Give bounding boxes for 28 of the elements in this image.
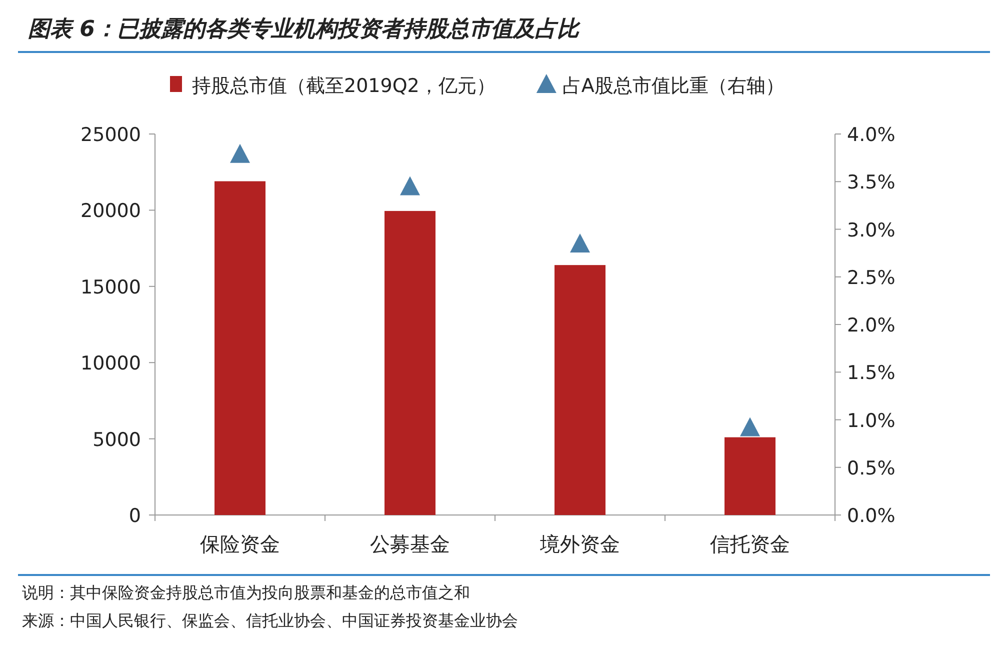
y2-tick-label: 1.5% [847,362,896,384]
y-tick-label: 25000 [80,124,141,146]
y2-tick-label: 1.0% [847,410,896,432]
y2-tick-label: 4.0% [847,124,896,146]
y-tick-label: 5000 [92,428,141,451]
x-tick-label: 保险资金 [200,532,280,556]
x-tick-label: 公募基金 [370,532,450,556]
y2-tick-label: 2.0% [847,314,896,336]
x-tick-label: 信托资金 [710,532,790,556]
bar [724,437,776,515]
bar [384,210,436,515]
y2-tick-label: 0.0% [847,505,896,527]
y2-tick-label: 0.5% [847,457,896,480]
y-tick-label: 20000 [80,200,141,222]
y-tick-label: 0 [128,505,141,527]
bar [214,181,266,515]
title: 图表 6：已披露的各类专业机构投资者持股总市值及占比 [28,17,579,42]
legend-label: 占A股总市值比重（右轴） [562,75,784,97]
y-tick-label: 10000 [80,352,141,375]
y-tick-label: 15000 [80,276,141,298]
y2-tick-label: 3.5% [847,172,896,194]
legend-label: 持股总市值（截至2019Q2，亿元） [192,75,496,97]
x-tick-label: 境外资金 [539,532,620,556]
source-note: 来源：中国人民银行、保监会、信托业协会、中国证券投资基金业协会 [22,611,518,630]
y2-tick-label: 2.5% [847,266,896,289]
y2-tick-label: 3.0% [847,219,896,242]
text: 说明：其中保险资金持股总市值为投向股票和基金的总市值之和 [22,583,470,602]
bar [554,265,606,515]
